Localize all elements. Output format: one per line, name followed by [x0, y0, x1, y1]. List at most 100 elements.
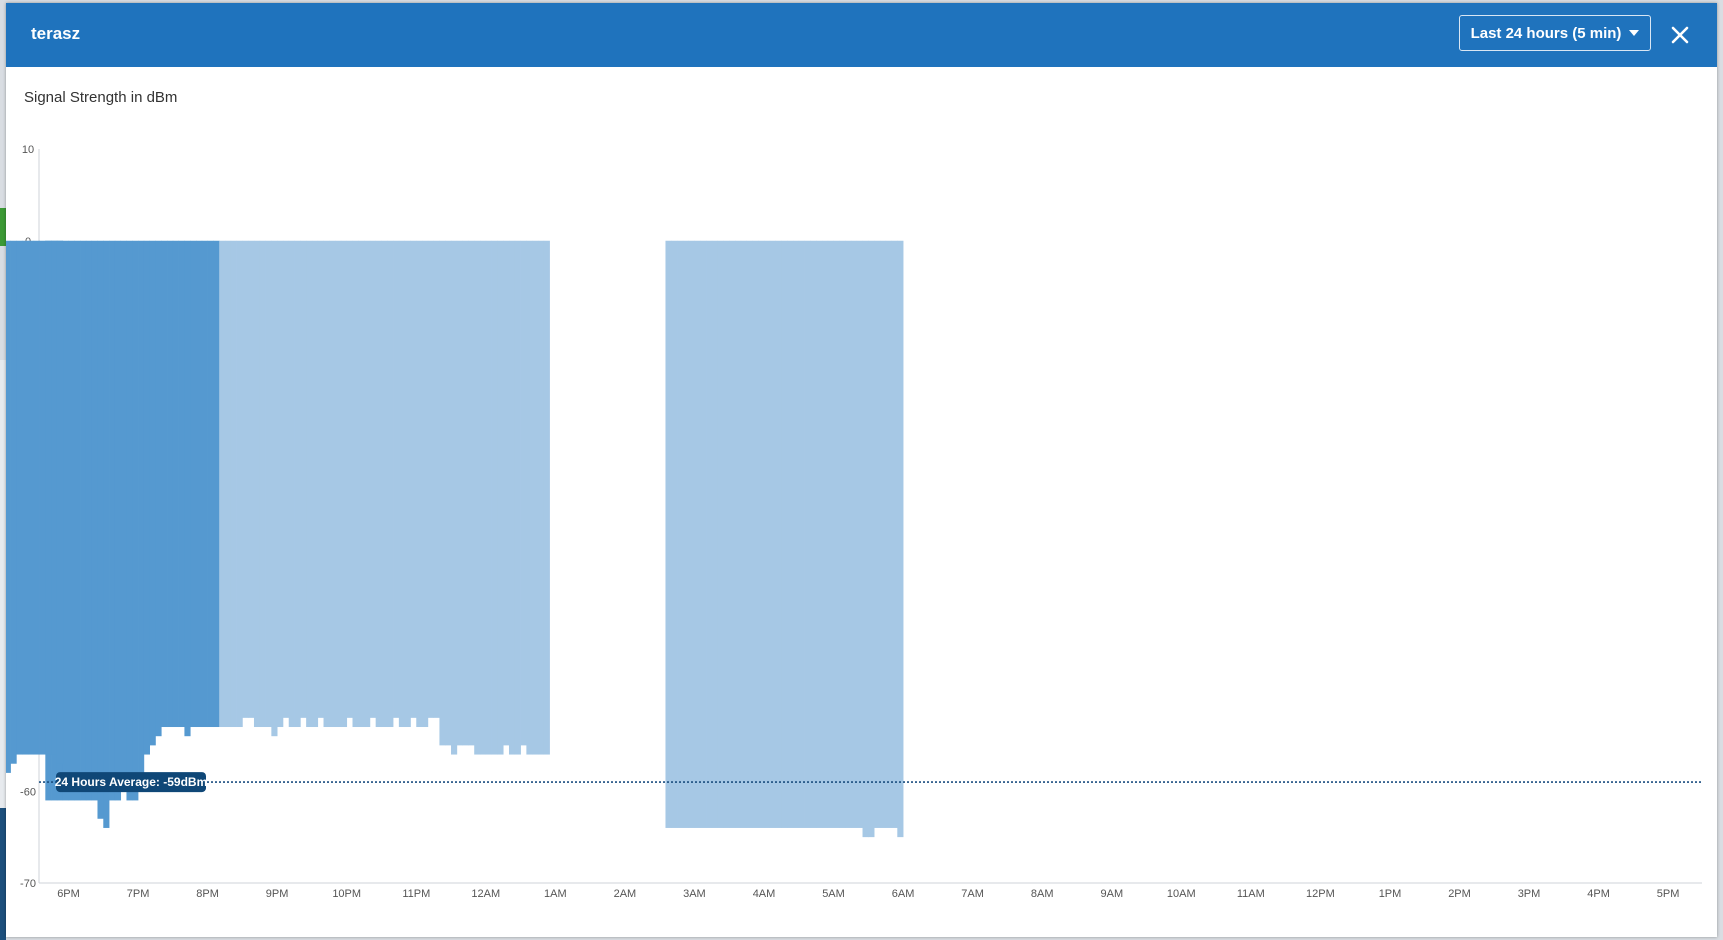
signal-bar	[375, 240, 382, 728]
signal-bar	[688, 240, 695, 828]
signal-bar	[740, 240, 747, 828]
x-tick-label: 4AM	[753, 888, 776, 900]
signal-bar	[821, 240, 829, 828]
signal-bar	[717, 240, 724, 828]
signal-bar	[132, 240, 139, 801]
signal-bar	[879, 240, 887, 828]
x-tick-label: 6PM	[57, 888, 80, 900]
x-tick-label: 7PM	[127, 888, 150, 900]
signal-bar	[190, 240, 197, 728]
x-tick-label: 5AM	[822, 888, 845, 900]
x-tick-label: 3AM	[683, 888, 706, 900]
signal-bar	[665, 240, 672, 828]
signal-bar	[271, 240, 278, 737]
signal-bar	[850, 240, 858, 828]
signal-bar	[503, 240, 510, 746]
signal-bar	[758, 240, 765, 828]
signal-bar	[253, 240, 261, 728]
x-tick-label: 1PM	[1379, 888, 1402, 900]
signal-bar	[352, 240, 359, 728]
close-button[interactable]	[1667, 22, 1693, 48]
signal-bar	[671, 240, 678, 828]
x-tick-label: 4PM	[1587, 888, 1610, 900]
signal-bar	[149, 240, 156, 746]
signal-bar	[358, 240, 365, 728]
signal-bar	[178, 240, 185, 728]
signal-bar	[114, 240, 122, 801]
signal-bar	[306, 240, 313, 728]
signal-bar	[497, 240, 504, 755]
signal-bar	[491, 240, 498, 755]
signal-bar	[891, 240, 898, 828]
signal-bar	[300, 240, 307, 718]
signal-bar	[764, 240, 771, 828]
signal-bar	[514, 240, 521, 755]
signal-bar	[369, 240, 377, 718]
signal-bar	[340, 240, 348, 728]
signal-bar	[700, 240, 707, 828]
signal-bar	[282, 240, 290, 718]
signal-bar	[694, 240, 701, 828]
signal-bar	[242, 240, 249, 718]
chart-title: Signal Strength in dBm	[24, 89, 178, 106]
time-range-dropdown[interactable]: Last 24 hours (5 min)	[1459, 15, 1651, 51]
signal-bar	[10, 240, 17, 764]
signal-bar	[39, 240, 46, 755]
y-tick-label: -70	[20, 878, 36, 890]
signal-bar	[810, 240, 817, 828]
signal-bar	[346, 240, 353, 718]
signal-bar	[207, 240, 214, 728]
signal-bar	[143, 240, 150, 755]
signal-bar	[335, 240, 342, 728]
signal-bar	[288, 240, 295, 728]
x-tick-label: 10AM	[1167, 888, 1196, 900]
signal-bar	[897, 240, 904, 838]
signal-bar	[381, 240, 388, 728]
signal-bar	[45, 240, 52, 755]
signal-bar	[439, 240, 446, 746]
signal-bar	[480, 240, 487, 755]
signal-bar	[735, 240, 742, 828]
signal-bar	[422, 240, 429, 728]
x-tick-label: 7AM	[961, 888, 984, 900]
signal-bar	[404, 240, 411, 728]
signal-bar	[68, 240, 75, 801]
signal-bar	[277, 240, 284, 728]
signal-bar	[885, 240, 892, 828]
signal-bar	[184, 240, 191, 737]
signal-bar	[109, 240, 116, 801]
signal-bar	[827, 240, 834, 828]
signal-bar	[427, 240, 434, 718]
signal-bar	[74, 240, 81, 801]
signal-bar	[126, 240, 133, 801]
chevron-down-icon	[1629, 30, 1640, 36]
signal-bar	[224, 240, 232, 728]
signal-bar	[248, 240, 255, 718]
signal-bar	[456, 240, 463, 746]
signal-bar	[752, 240, 759, 828]
signal-bar	[508, 240, 516, 755]
signal-bar	[27, 240, 35, 755]
signal-bar	[393, 240, 400, 718]
signal-bar	[120, 240, 127, 792]
close-icon	[1671, 26, 1689, 44]
x-tick-label: 11PM	[402, 888, 430, 900]
signal-bar	[868, 240, 875, 838]
signal-bar	[474, 240, 481, 755]
signal-bar	[387, 240, 394, 728]
average-label: 24 Hours Average: -59dBm	[55, 775, 208, 789]
signal-bar	[6, 240, 11, 773]
signal-bar	[775, 240, 782, 828]
signal-bar	[62, 240, 69, 801]
signal-bar	[201, 240, 208, 728]
signal-bar	[746, 240, 753, 828]
signal-bar	[706, 240, 713, 828]
signal-bar	[294, 240, 301, 728]
signal-bar	[311, 240, 319, 728]
signal-bar	[364, 240, 371, 728]
signal-bar	[543, 240, 550, 755]
x-tick-label: 10PM	[332, 888, 361, 900]
x-tick-label: 2PM	[1448, 888, 1471, 900]
signal-bar	[781, 240, 788, 828]
signal-bar	[317, 240, 324, 718]
